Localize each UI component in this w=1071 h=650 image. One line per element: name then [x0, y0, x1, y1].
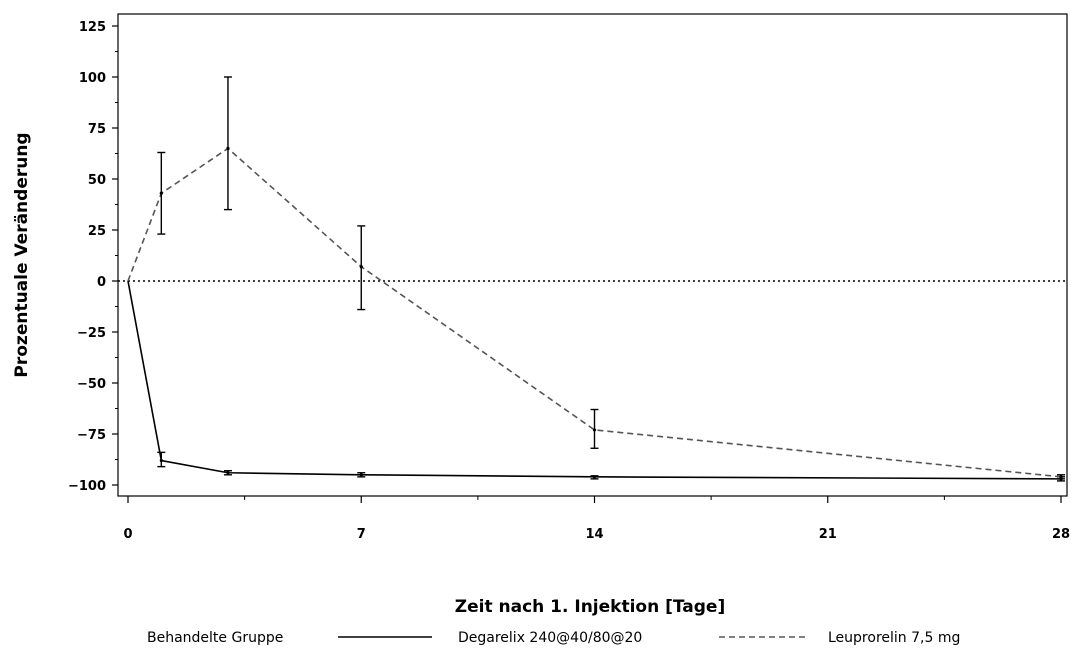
- legend-label-1: Degarelix 240@40/80@20: [458, 630, 642, 646]
- x-tick-label: 14: [585, 527, 603, 542]
- series-line-2: [127, 147, 1062, 478]
- error-bar: [357, 225, 366, 311]
- data-point: [359, 473, 363, 477]
- data-point: [226, 146, 230, 150]
- data-point: [1059, 475, 1063, 479]
- error-bar: [223, 76, 232, 211]
- legend-label-2: Leuprorelin 7,5 mg: [828, 630, 960, 646]
- x-axis-label: Zeit nach 1. Injektion [Tage]: [455, 597, 725, 617]
- series-line-1: [127, 280, 1062, 480]
- y-tick-label: 50: [88, 173, 106, 188]
- y-tick-label: −25: [77, 326, 106, 341]
- y-tick-label: −75: [77, 428, 106, 443]
- legend-title: Behandelte Gruppe: [147, 630, 283, 646]
- y-tick-label: 75: [88, 122, 106, 137]
- y-tick-label: 0: [97, 275, 106, 290]
- y-tick-label: 125: [79, 20, 106, 35]
- plot-area: [117, 13, 1068, 497]
- error-bar: [157, 151, 166, 235]
- data-point: [592, 475, 597, 479]
- error-bar: [590, 475, 599, 480]
- y-axis-label: Prozentuale Veränderung: [12, 132, 32, 377]
- data-point: [226, 471, 230, 475]
- x-tick-label: 28: [1052, 527, 1070, 542]
- data-point: [359, 265, 363, 269]
- y-tick-label: −50: [77, 377, 106, 392]
- data-point: [592, 428, 597, 432]
- legend: Behandelte Gruppe Degarelix 240@40/80@20…: [147, 630, 960, 646]
- y-tick-label: 100: [79, 71, 106, 86]
- error-bar: [590, 408, 599, 449]
- x-tick-label: 7: [357, 527, 366, 542]
- x-tick-label: 0: [123, 527, 132, 542]
- data-point: [159, 191, 163, 195]
- x-tick-label: 21: [819, 527, 837, 542]
- y-tick-label: 25: [88, 224, 106, 239]
- y-tick-label: −100: [68, 479, 106, 494]
- error-bar: [1057, 474, 1065, 480]
- error-bar: [157, 451, 166, 468]
- error-bar: [357, 472, 366, 478]
- error-bar: [223, 470, 232, 476]
- data-point: [159, 458, 163, 463]
